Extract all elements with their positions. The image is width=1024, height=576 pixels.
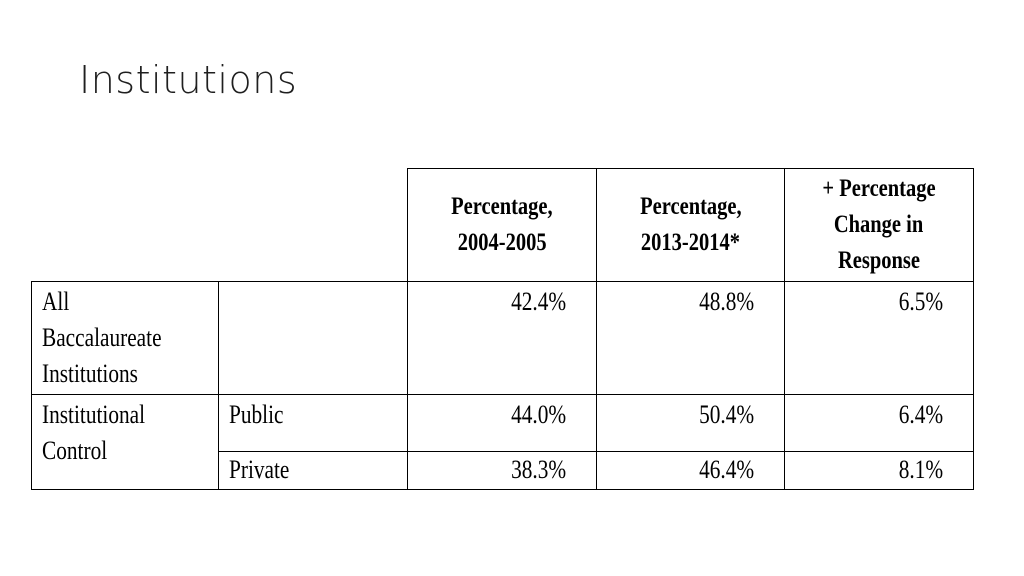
header-text: Percentage, <box>639 193 742 220</box>
cell-value-change: 6.4% <box>784 394 974 452</box>
row-label-text: Baccalaureate <box>42 323 162 352</box>
row-label-institutional-control: Institutional Control <box>31 394 219 490</box>
header-text: Percentage, <box>451 193 553 220</box>
value-text: 8.1% <box>898 455 943 484</box>
header-text: 2013-2014* <box>640 229 741 256</box>
sub-label-private: Private <box>218 451 408 490</box>
header-percentage-change: + Percentage Change in Response <box>784 168 974 282</box>
cell-value-2004: 42.4% <box>407 281 597 395</box>
value-text: 38.3% <box>510 455 566 484</box>
cell-value-2013: 48.8% <box>596 281 785 395</box>
row-label-all-baccalaureate: All Baccalaureate Institutions <box>31 281 219 395</box>
row-label-text: Control <box>42 436 108 465</box>
header-text: + Percentage <box>822 175 936 202</box>
institutions-table: Percentage, 2004-2005 Percentage, 2013-2… <box>31 168 974 490</box>
cell-value-change: 6.5% <box>784 281 974 395</box>
cell-value-2004: 44.0% <box>407 394 597 452</box>
cell-value-2013: 46.4% <box>596 451 785 490</box>
value-text: 6.4% <box>898 400 943 429</box>
header-percentage-2013-2014: Percentage, 2013-2014* <box>596 168 785 282</box>
sub-label-text: Public <box>229 400 284 429</box>
cell-value-change: 8.1% <box>784 451 974 490</box>
header-text: Change in <box>834 211 924 238</box>
table-row-all-baccalaureate: All Baccalaureate Institutions 42.4% 48.… <box>31 281 974 395</box>
row-label-text: All <box>42 287 70 316</box>
row-label-text: Institutional <box>42 400 146 429</box>
value-text: 46.4% <box>698 455 754 484</box>
table-row-public: Institutional Control Public 44.0% 50.4%… <box>31 394 974 490</box>
header-text: Response <box>837 247 920 274</box>
slide-title: Institutions <box>79 58 298 102</box>
blank-corner-cell <box>31 168 408 282</box>
cell-value-2004: 38.3% <box>407 451 597 490</box>
header-text: 2004-2005 <box>457 229 547 256</box>
header-percentage-2004-2005: Percentage, 2004-2005 <box>407 168 597 282</box>
cell-value-2013: 50.4% <box>596 394 785 452</box>
value-text: 6.5% <box>898 287 943 316</box>
value-text: 44.0% <box>510 400 566 429</box>
sub-label-empty <box>218 281 408 395</box>
value-text: 50.4% <box>698 400 754 429</box>
value-text: 48.8% <box>698 287 754 316</box>
table-row-private: Private 38.3% 46.4% 8.1% <box>32 451 974 490</box>
value-text: 42.4% <box>510 287 566 316</box>
sub-label-public: Public <box>218 394 408 452</box>
table-header-row: Percentage, 2004-2005 Percentage, 2013-2… <box>31 168 974 282</box>
row-label-text: Institutions <box>42 359 138 388</box>
sub-label-text: Private <box>229 455 290 484</box>
